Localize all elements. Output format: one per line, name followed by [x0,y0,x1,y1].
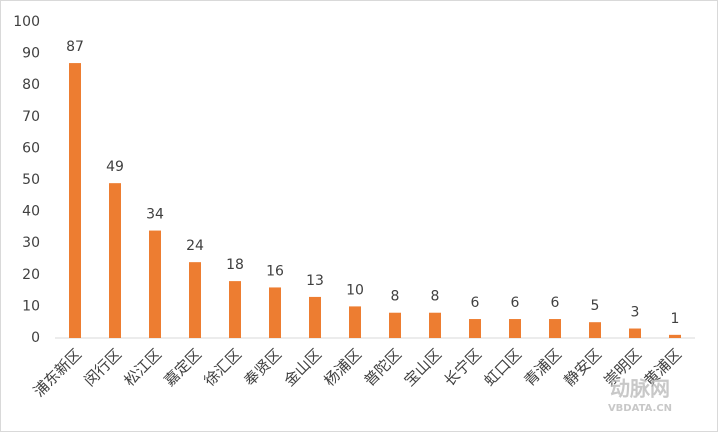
data-label: 1 [671,311,680,327]
data-label: 87 [66,39,84,55]
data-label: 18 [226,257,244,273]
y-tick-label: 50 [22,172,40,188]
bar [229,281,241,338]
data-label: 24 [186,238,204,254]
bar [469,319,481,338]
bar [309,296,321,338]
y-tick-label: 30 [22,235,40,251]
data-label: 49 [106,159,124,175]
y-tick-label: 60 [22,140,40,156]
bar [69,63,81,339]
bar [509,319,521,338]
y-tick-label: 10 [22,298,40,314]
data-label: 8 [391,289,400,305]
y-tick-label: 100 [13,14,40,30]
data-label: 6 [471,295,480,311]
y-tick-label: 0 [31,330,40,346]
data-label: 8 [431,289,440,305]
bar [589,322,601,338]
data-label: 10 [346,282,364,298]
bar [629,328,641,338]
bar [669,334,681,338]
bar [349,306,361,338]
data-label: 6 [551,295,560,311]
watermark: 动脉网 [610,377,670,401]
bar [549,319,561,338]
data-label: 16 [266,263,284,279]
data-label: 3 [631,305,640,321]
bar [109,183,121,338]
y-tick-label: 90 [22,46,40,62]
data-label: 34 [146,207,164,223]
bar [429,312,441,338]
data-label: 5 [591,298,600,314]
y-tick-label: 70 [22,109,40,125]
bar [149,230,161,338]
bar [269,287,281,338]
y-tick-label: 80 [22,77,40,93]
y-tick-label: 20 [22,267,40,283]
bar [389,312,401,338]
y-tick-label: 40 [22,204,40,220]
data-label: 13 [306,273,324,289]
bar [189,262,201,338]
watermark: VBDATA.CN [608,403,672,414]
data-label: 6 [511,295,520,311]
